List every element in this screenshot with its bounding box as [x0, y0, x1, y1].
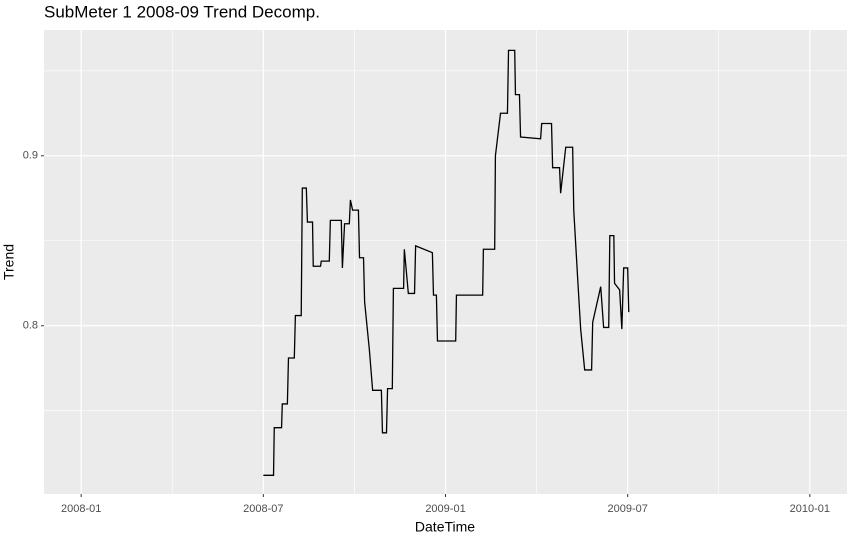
x-tick-label: 2008-01 — [61, 503, 101, 515]
trend-line — [263, 49, 630, 476]
x-tick-label: 2010-01 — [790, 503, 830, 515]
x-axis-title: DateTime — [415, 519, 475, 535]
y-tick-label: 0.8 — [23, 320, 38, 332]
y-tick-label: 0.9 — [23, 150, 38, 162]
y-axis-title: Trend — [1, 244, 17, 280]
chart-title: SubMeter 1 2008-09 Trend Decomp. — [44, 2, 320, 21]
x-tick-label: 2008-07 — [243, 503, 283, 515]
x-tick-label: 2009-01 — [425, 503, 465, 515]
x-tick-label: 2009-07 — [607, 503, 647, 515]
